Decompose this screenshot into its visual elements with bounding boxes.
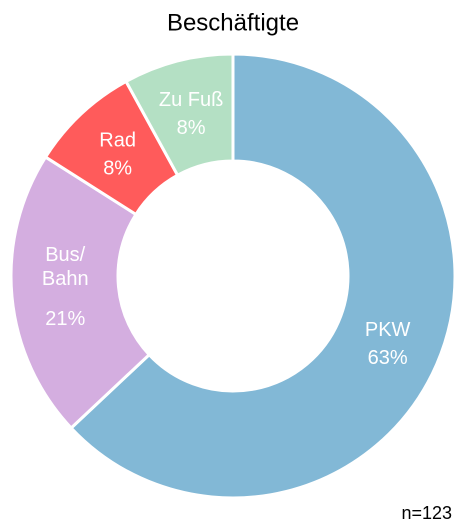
value-label: 8% bbox=[177, 117, 206, 139]
note: n=123 bbox=[401, 503, 452, 523]
value-label: 21% bbox=[45, 308, 85, 330]
slice bbox=[9, 154, 152, 431]
slice-label: PKW bbox=[365, 319, 411, 341]
slice bbox=[69, 52, 457, 500]
chart-title: Beschäftigte bbox=[167, 9, 299, 36]
value-label: 8% bbox=[103, 157, 132, 179]
value-label: 63% bbox=[368, 347, 408, 369]
slice bbox=[124, 52, 235, 178]
slice-label: Bus/Bahn bbox=[42, 244, 89, 290]
slice-label: Zu Fuß bbox=[159, 89, 223, 111]
slice-label: Rad bbox=[99, 129, 136, 151]
